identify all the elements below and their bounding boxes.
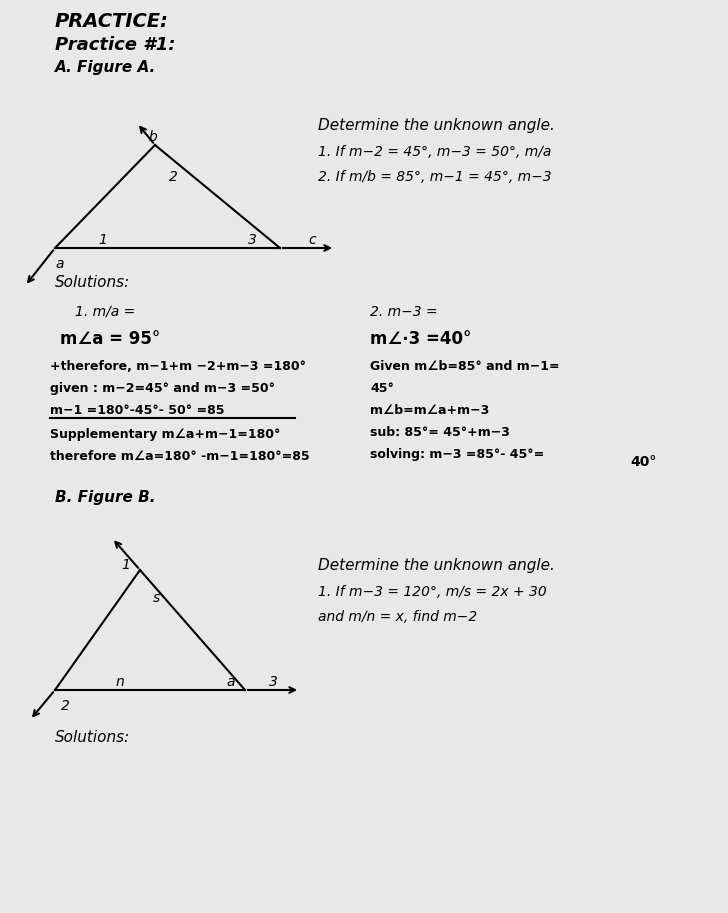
Text: sub: 85°= 45°+m−3: sub: 85°= 45°+m−3 [370,426,510,439]
Text: m∠b=m∠a+m−3: m∠b=m∠a+m−3 [370,404,489,417]
Text: A. Figure A.: A. Figure A. [55,60,157,75]
Text: therefore m∠a=180° -m−1=180°=85: therefore m∠a=180° -m−1=180°=85 [50,450,309,463]
Text: 2: 2 [169,170,178,184]
Text: 2: 2 [60,699,69,713]
Text: m−1 =180°-45°- 50° =85: m−1 =180°-45°- 50° =85 [50,404,224,417]
Text: Supplementary m∠a+m−1=180°: Supplementary m∠a+m−1=180° [50,428,280,441]
Text: Determine the unknown angle.: Determine the unknown angle. [318,118,555,133]
Text: 3: 3 [248,233,256,247]
Text: a: a [226,675,235,689]
Text: PRACTICE:: PRACTICE: [55,12,169,31]
Text: Solutions:: Solutions: [55,730,130,745]
Text: m∠a = 95°: m∠a = 95° [60,330,160,348]
Text: m∠∙3 =40°: m∠∙3 =40° [370,330,471,348]
Text: 1: 1 [122,558,130,572]
Text: +therefore, m−1+m −2+m−3 =180°: +therefore, m−1+m −2+m−3 =180° [50,360,306,373]
Text: 3: 3 [269,675,277,689]
Text: s: s [152,591,159,605]
Text: n: n [116,675,124,689]
Text: given : m−2=45° and m−3 =50°: given : m−2=45° and m−3 =50° [50,382,275,395]
Text: 1: 1 [98,233,108,247]
Text: c: c [308,233,316,247]
Text: solving: m−3 =85°- 45°=: solving: m−3 =85°- 45°= [370,448,545,461]
Text: 2. m−3 =: 2. m−3 = [370,305,438,319]
Text: 1. m∕a =: 1. m∕a = [75,305,135,319]
Text: 40°: 40° [630,455,657,469]
Text: Solutions:: Solutions: [55,275,130,290]
Text: a: a [56,257,64,271]
Text: 1. If m−3 = 120°, m∕s = 2x + 30: 1. If m−3 = 120°, m∕s = 2x + 30 [318,585,547,599]
Text: 2. If m∕b = 85°, m−1 = 45°, m−3: 2. If m∕b = 85°, m−1 = 45°, m−3 [318,170,552,184]
Text: Determine the unknown angle.: Determine the unknown angle. [318,558,555,573]
Text: Given m∠b=85° and m−1=: Given m∠b=85° and m−1= [370,360,560,373]
Text: 1. If m−2 = 45°, m−3 = 50°, m∕a: 1. If m−2 = 45°, m−3 = 50°, m∕a [318,145,551,159]
Text: Practice #1:: Practice #1: [55,36,175,54]
Text: b: b [149,130,157,144]
Text: B. Figure B.: B. Figure B. [55,490,156,505]
Text: 45°: 45° [370,382,394,395]
Text: and m∕n = x, find m−2: and m∕n = x, find m−2 [318,610,478,624]
